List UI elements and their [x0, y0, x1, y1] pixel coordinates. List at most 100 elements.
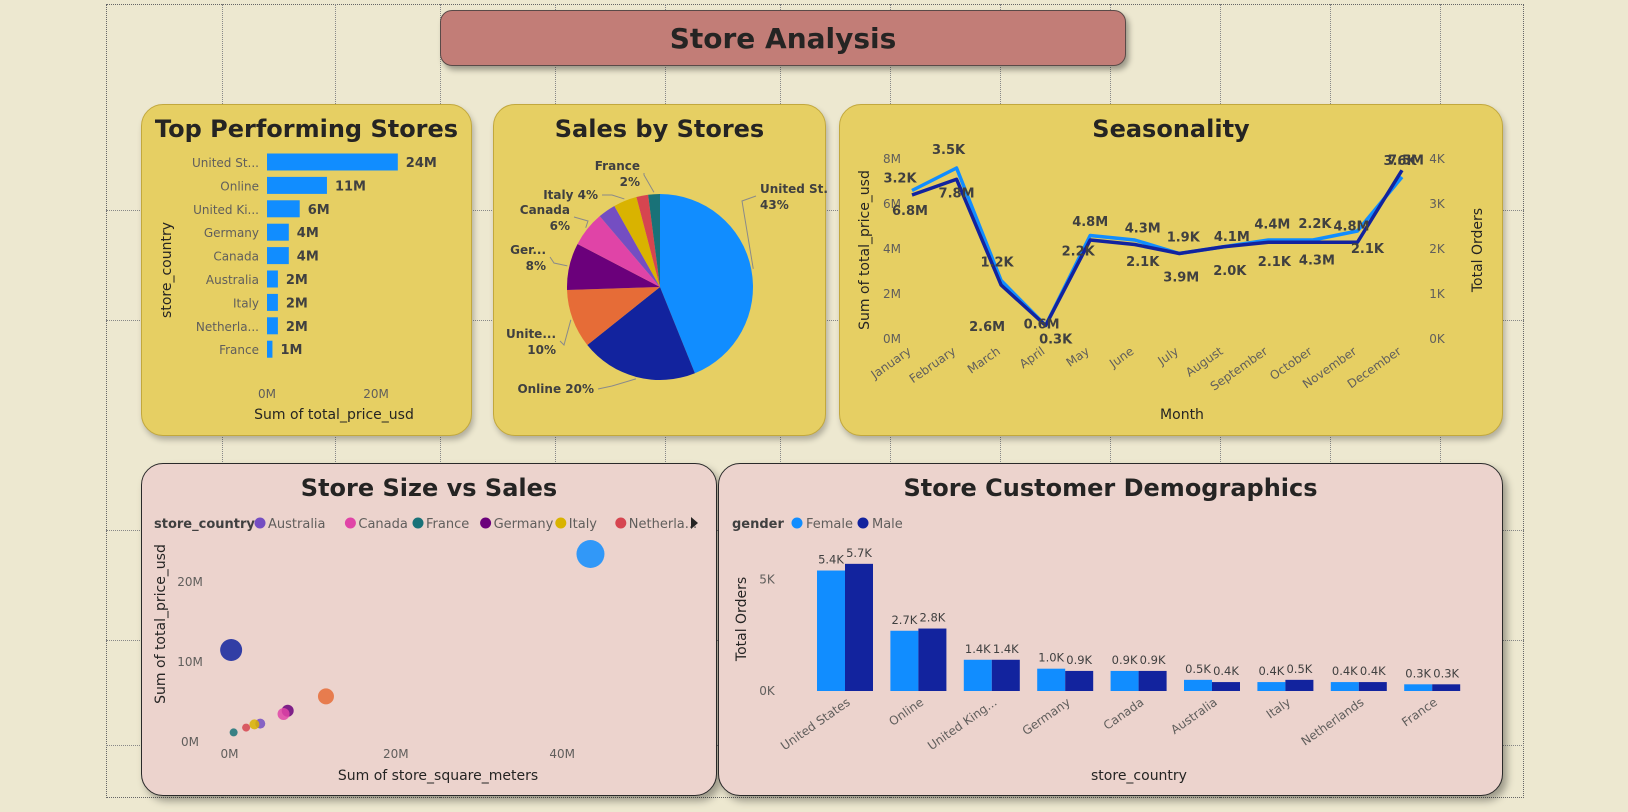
line-data-label: 7.8M [939, 186, 975, 201]
legend-label: Canada [358, 517, 407, 532]
demographics-card[interactable]: Store Customer Demographics gender Female… [718, 463, 1503, 796]
column-bar [890, 630, 919, 691]
sales-by-stores-card[interactable]: Sales by Stores United St... 43% Online 20… [493, 104, 827, 437]
column-bar [1404, 684, 1433, 691]
legend-marker [791, 517, 803, 529]
legend-label: Italy [569, 517, 598, 532]
y2-tick-label: 2K [1429, 242, 1446, 256]
column-data-label: 0.5K [1185, 662, 1211, 676]
column-bar [1285, 679, 1314, 691]
demographics-bar-chart[interactable]: gender Female Male 0K 5K 5.4K 5.7K United State… [719, 464, 1504, 797]
column-data-label: 1.0K [1038, 651, 1064, 665]
bar-data-label: 1M [280, 343, 302, 358]
legend-title: gender [732, 517, 785, 532]
column-bar [991, 659, 1020, 691]
column-data-label: 0.4K [1332, 664, 1358, 678]
legend-marker [412, 517, 424, 529]
x-tick-label: Germany [1020, 695, 1073, 738]
slice-pct-label: 8% [526, 259, 546, 273]
y-tick-label: 2M [883, 287, 901, 301]
bar [267, 223, 289, 241]
x-tick-label: 20M [363, 387, 389, 401]
y-tick-label: 4M [883, 242, 901, 256]
x-tick-label: 0M [258, 387, 276, 401]
y2-tick-label: 0K [1429, 332, 1446, 346]
chart-title: Top Performing Stores [154, 115, 459, 143]
line-data-label: 4.4M [1254, 217, 1290, 232]
line-data-label: 3.5K [932, 143, 966, 158]
bar-category-label: Australia [206, 273, 259, 287]
column-data-label: 0.3K [1405, 666, 1431, 680]
page-title: Store Analysis [669, 21, 897, 55]
column-data-label: 0.4K [1213, 664, 1239, 678]
slice-label: France [595, 159, 640, 173]
size-vs-sales-card[interactable]: Store Size vs Sales store_country Austral… [141, 463, 717, 796]
top-stores-chart[interactable]: United St... 24M Online 11M United Ki... 6M Ge… [142, 105, 473, 437]
y-axis-title: store_country [159, 222, 175, 318]
bar-data-label: 4M [297, 250, 319, 265]
column-bar [963, 659, 992, 691]
slice-label: Canada [520, 203, 570, 217]
legend-title: store_country [154, 517, 255, 532]
scatter-point [317, 688, 334, 705]
legend-next-arrow [691, 517, 698, 529]
size-vs-sales-scatter[interactable]: store_country Australia Canada France German… [142, 464, 718, 797]
legend-marker [615, 517, 627, 529]
line-data-label: 3.2K [883, 172, 917, 187]
slice-pct-label: 10% [527, 343, 556, 357]
column-data-label: 1.4K [993, 642, 1019, 656]
scatter-point [249, 719, 260, 730]
bar-data-label: 4M [297, 226, 319, 241]
leader-line [559, 319, 572, 346]
column-data-label: 0.4K [1258, 664, 1284, 678]
scatter-point [242, 723, 251, 732]
bar-category-label: United Ki... [193, 203, 259, 217]
bar [267, 293, 278, 311]
pie-slice [636, 194, 660, 287]
legend-label: Female [806, 517, 853, 532]
line-data-label: 2.1K [1126, 255, 1160, 270]
slice-label: United St... [760, 182, 827, 196]
line-data-label: 3.6K [1383, 154, 1417, 169]
bar-category-label: Online [220, 179, 259, 193]
line-data-label: 4.8M [1072, 215, 1108, 230]
bar [267, 176, 327, 194]
column-data-label: 0.5K [1286, 662, 1312, 676]
y2-tick-label: 1K [1429, 287, 1446, 301]
top-stores-card[interactable]: Top Performing Stores United St... 24M Onl… [141, 104, 472, 436]
legend-marker [555, 517, 567, 529]
column-bar [1065, 670, 1094, 691]
column-data-label: 5.7K [846, 546, 872, 560]
x-tick-label: 0M [220, 747, 238, 761]
scatter-point [277, 708, 290, 720]
line-data-label: 4.3M [1125, 222, 1161, 237]
x-axis-title: Month [1160, 407, 1204, 423]
legend-label: Netherla... [629, 517, 697, 532]
y-axis-title: Total Orders [734, 577, 750, 662]
y-tick-label: 5K [759, 572, 776, 586]
chart-title: Store Size vs Sales [300, 474, 558, 502]
line-data-label: 2.6M [969, 320, 1005, 335]
x-axis-title: Sum of total_price_usd [254, 407, 414, 423]
seasonality-card[interactable]: Seasonality 0M 2M 4M 6M 8M 0K 1K 2K 3K 4K January F… [839, 104, 1503, 436]
x-tick-label: Canada [1101, 695, 1146, 733]
pie-slice [660, 194, 753, 374]
x-tick-label: July [1154, 344, 1181, 368]
x-tick-label: United King... [925, 695, 999, 753]
x-tick-label: March [965, 344, 1003, 376]
x-tick-label: Netherlands [1299, 695, 1367, 748]
column-data-label: 2.8K [919, 611, 945, 625]
slice-label: Ger... [510, 243, 546, 257]
line-data-label: 4.1M [1214, 230, 1250, 245]
column-bar [1184, 679, 1212, 691]
column-data-label: 5.4K [818, 553, 844, 567]
bar-category-label: France [219, 343, 259, 357]
sales-pie-chart[interactable]: United St... 43% Online 20% Unite... 10% Ger.… [494, 105, 827, 437]
bar [267, 270, 278, 288]
line-data-label: 4.3M [1299, 253, 1335, 268]
pie-slice [614, 197, 660, 287]
x-tick-label: Italy [1264, 695, 1293, 721]
y-tick-label: 8M [883, 152, 901, 166]
legend-marker [254, 517, 266, 529]
